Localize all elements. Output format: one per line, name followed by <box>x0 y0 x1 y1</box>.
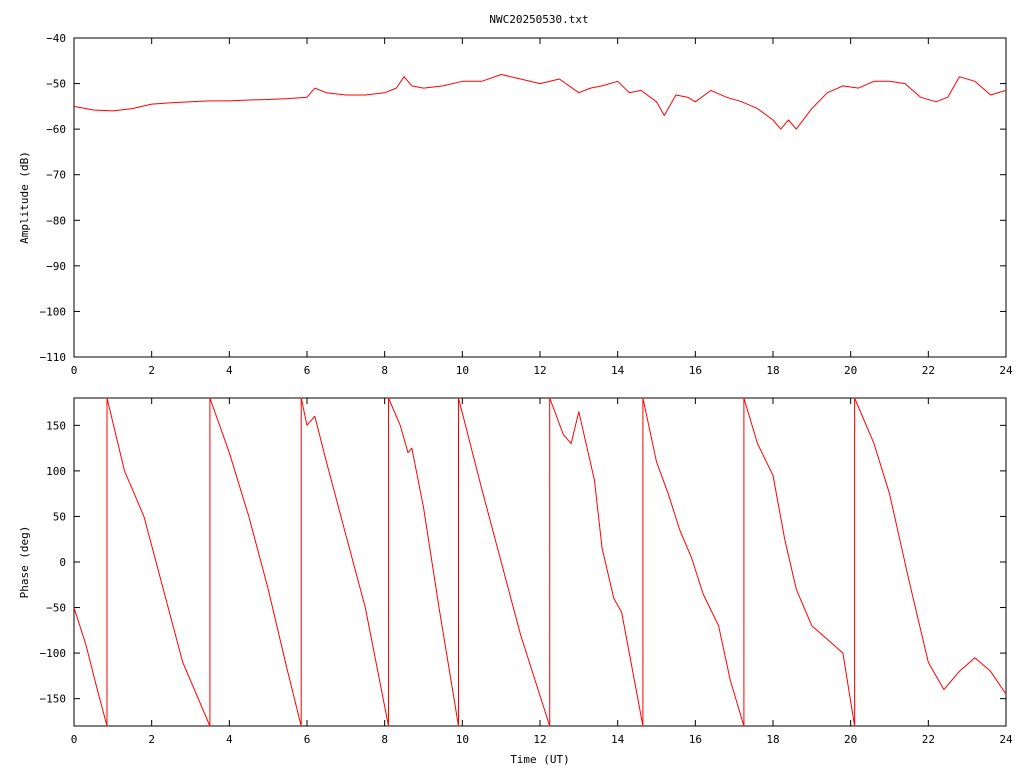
phase-y-tick-label: 100 <box>46 465 66 478</box>
amplitude-series-line <box>73 74 1007 130</box>
phase-x-tick-label: 16 <box>689 733 702 746</box>
chart-title: NWC20250530.txt <box>489 13 588 26</box>
amplitude-x-tick-label: 10 <box>456 364 469 377</box>
phase-x-tick-label: 6 <box>304 733 311 746</box>
amplitude-y-tick-label: −100 <box>40 305 67 318</box>
phase-y-tick-label: 50 <box>53 510 66 523</box>
amplitude-y-tick-label: −90 <box>46 260 66 273</box>
phase-x-tick-label: 4 <box>226 733 233 746</box>
amplitude-x-tick-label: 22 <box>922 364 935 377</box>
amplitude-panel: 0 2 4 6 8 10 12 14 16 18 20 22 24−110−100−90−80−70−6… <box>18 32 1013 377</box>
phase-panel: 0 2 4 6 8 10 12 14 16 18 20 22 24−150−100−5005010015… <box>18 397 1013 766</box>
amplitude-x-tick-label: 14 <box>611 364 625 377</box>
phase-x-tick-label: 14 <box>611 733 625 746</box>
phase-y-tick-label: 150 <box>46 419 66 432</box>
phase-y-tick-label: −50 <box>46 602 66 615</box>
amplitude-y-tick-label: −40 <box>46 32 66 45</box>
amplitude-x-tick-label: 6 <box>304 364 311 377</box>
amplitude-x-tick-label: 16 <box>689 364 702 377</box>
phase-plot-frame <box>73 397 1007 727</box>
amplitude-y-tick-label: −60 <box>46 123 66 136</box>
phase-y-tick-label: −150 <box>40 693 67 706</box>
phase-x-tick-label: 18 <box>766 733 779 746</box>
amplitude-y-tick-label: −70 <box>46 169 66 182</box>
phase-x-tick-label: 0 <box>71 733 78 746</box>
phase-x-tick-label: 24 <box>999 733 1013 746</box>
amplitude-x-tick-label: 18 <box>766 364 779 377</box>
phase-x-tick-label: 2 <box>148 733 155 746</box>
amplitude-x-tick-label: 24 <box>999 364 1013 377</box>
amplitude-x-tick-label: 20 <box>844 364 857 377</box>
amplitude-x-tick-label: 12 <box>533 364 546 377</box>
amplitude-x-tick-label: 2 <box>148 364 155 377</box>
amplitude-y-tick-label: −110 <box>40 351 67 364</box>
phase-y-axis-label: Phase (deg) <box>18 526 31 599</box>
amplitude-plot-frame <box>73 37 1007 358</box>
phase-x-tick-label: 20 <box>844 733 857 746</box>
phase-y-tick-label: −100 <box>40 647 67 660</box>
amplitude-y-axis-label: Amplitude (dB) <box>18 151 31 244</box>
phase-x-tick-label: 10 <box>456 733 469 746</box>
phase-x-axis-label: Time (UT) <box>510 753 570 766</box>
phase-y-tick-label: 0 <box>59 556 66 569</box>
phase-x-tick-label: 22 <box>922 733 935 746</box>
amplitude-y-tick-label: −80 <box>46 214 66 227</box>
amplitude-x-tick-label: 8 <box>381 364 388 377</box>
phase-x-tick-label: 12 <box>533 733 546 746</box>
amplitude-y-tick-label: −50 <box>46 78 66 91</box>
phase-x-tick-label: 8 <box>381 733 388 746</box>
amplitude-x-tick-label: 4 <box>226 364 233 377</box>
amplitude-x-tick-label: 0 <box>71 364 78 377</box>
phase-series-line <box>73 397 1007 727</box>
